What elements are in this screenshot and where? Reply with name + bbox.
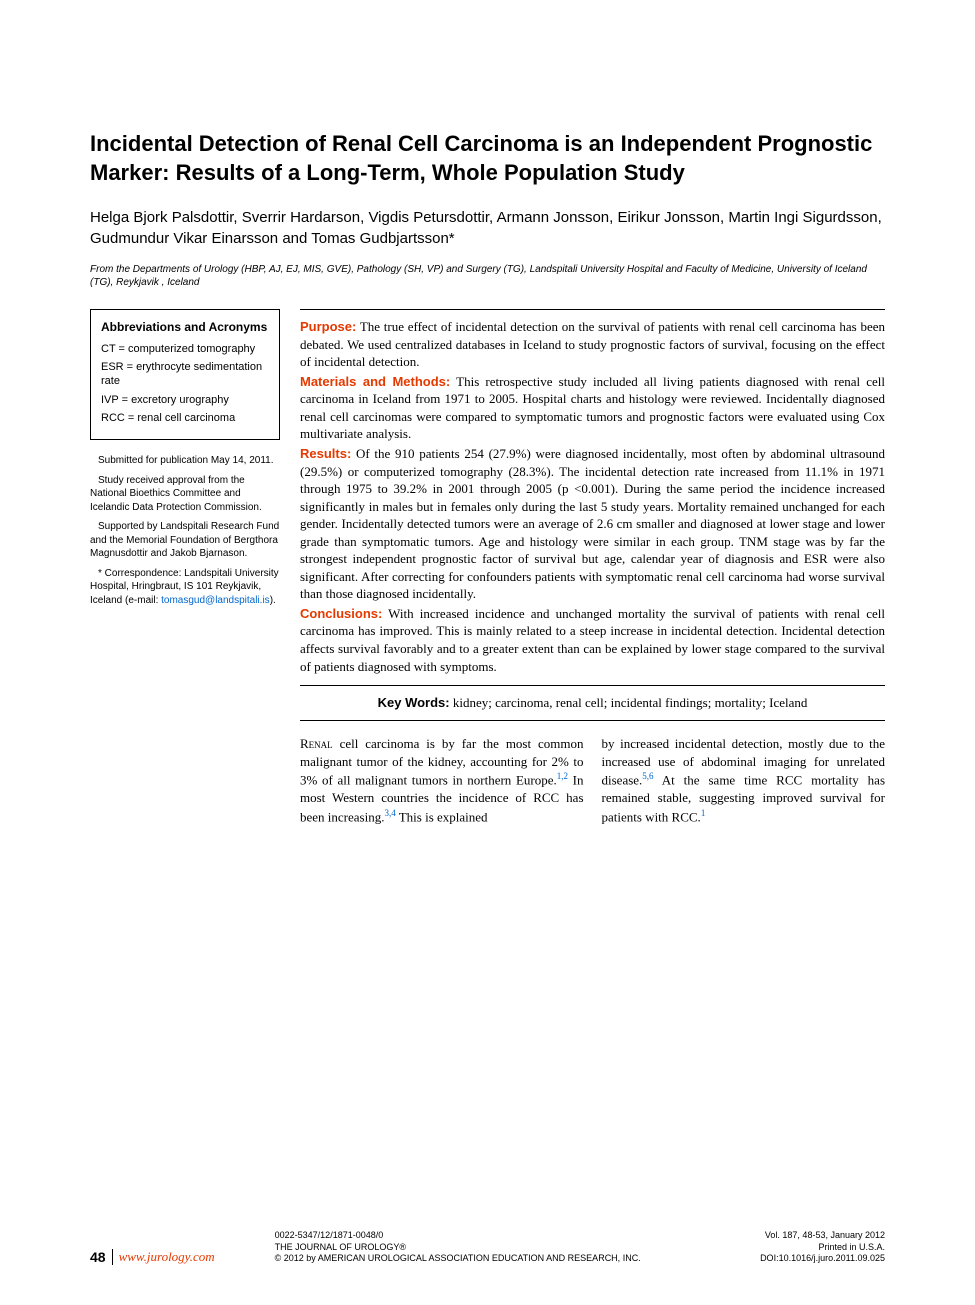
abstract-conclusions: Conclusions: With increased incidence an… bbox=[300, 605, 885, 675]
reference-link[interactable]: 3,4 bbox=[384, 808, 395, 818]
keywords-label: Key Words: bbox=[378, 695, 450, 710]
affiliation: From the Departments of Urology (HBP, AJ… bbox=[90, 263, 885, 289]
page-footer: 48 www.jurology.com 0022-5347/12/1871-00… bbox=[90, 1230, 885, 1265]
footer-right: Vol. 187, 48-53, January 2012 Printed in… bbox=[760, 1230, 885, 1265]
footer-center: 0022-5347/12/1871-0048/0 THE JOURNAL OF … bbox=[215, 1230, 760, 1265]
body-columns: Renal cell carcinoma is by far the most … bbox=[300, 735, 885, 825]
methods-label: Materials and Methods: bbox=[300, 374, 450, 389]
printed-in: Printed in U.S.A. bbox=[760, 1242, 885, 1254]
volume-info: Vol. 187, 48-53, January 2012 bbox=[760, 1230, 885, 1242]
results-text: Of the 910 patients 254 (27.9%) were dia… bbox=[300, 446, 885, 601]
abbr-item: RCC = renal cell carcinoma bbox=[101, 411, 269, 425]
body-text: This is explained bbox=[396, 809, 488, 824]
body-column-right: by increased incidental detection, mostl… bbox=[602, 735, 886, 825]
reference-link[interactable]: 1 bbox=[701, 808, 706, 818]
email-link[interactable]: tomasgud@landspitali.is bbox=[161, 595, 270, 606]
issn: 0022-5347/12/1871-0048/0 bbox=[275, 1230, 760, 1242]
abbr-item: IVP = excretory urography bbox=[101, 393, 269, 407]
page-number-box: 48 www.jurology.com bbox=[90, 1249, 215, 1265]
doi: DOI:10.1016/j.juro.2011.09.025 bbox=[760, 1253, 885, 1265]
purpose-text: The true effect of incidental detection … bbox=[300, 319, 885, 369]
abbr-item: CT = computerized tomography bbox=[101, 342, 269, 356]
correspondence-note: * Correspondence: Landspitali University… bbox=[90, 567, 280, 608]
page-number: 48 bbox=[90, 1249, 106, 1265]
abstract-purpose: Purpose: The true effect of incidental d… bbox=[300, 318, 885, 371]
conclusions-label: Conclusions: bbox=[300, 606, 382, 621]
conclusions-text: With increased incidence and unchanged m… bbox=[300, 606, 885, 674]
results-label: Results: bbox=[300, 446, 351, 461]
ethics-note: Study received approval from the Nationa… bbox=[90, 474, 280, 515]
funding-note: Supported by Landspitali Research Fund a… bbox=[90, 520, 280, 561]
purpose-label: Purpose: bbox=[300, 319, 356, 334]
abbreviations-box: Abbreviations and Acronyms CT = computer… bbox=[90, 309, 280, 440]
abstract-methods: Materials and Methods: This retrospectiv… bbox=[300, 373, 885, 443]
submission-note: Submitted for publication May 14, 2011. bbox=[90, 454, 280, 468]
correspondence-suffix: ). bbox=[270, 595, 276, 606]
authors-list: Helga Bjork Palsdottir, Sverrir Hardarso… bbox=[90, 207, 885, 249]
body-column-left: Renal cell carcinoma is by far the most … bbox=[300, 735, 584, 825]
body-lead-word: Renal bbox=[300, 736, 333, 751]
keywords-box: Key Words: kidney; carcinoma, renal cell… bbox=[300, 685, 885, 721]
sidebar: Abbreviations and Acronyms CT = computer… bbox=[90, 309, 280, 826]
copyright: © 2012 by AMERICAN UROLOGICAL ASSOCIATIO… bbox=[275, 1253, 760, 1265]
reference-link[interactable]: 5,6 bbox=[642, 771, 653, 781]
abbr-item: ESR = erythrocyte sedimentation rate bbox=[101, 360, 269, 389]
body-text: cell carcinoma is by far the most common… bbox=[300, 736, 584, 787]
abstract-results: Results: Of the 910 patients 254 (27.9%)… bbox=[300, 445, 885, 603]
divider bbox=[112, 1249, 113, 1265]
abstract: Purpose: The true effect of incidental d… bbox=[300, 309, 885, 826]
journal-url[interactable]: www.jurology.com bbox=[119, 1249, 215, 1265]
article-title: Incidental Detection of Renal Cell Carci… bbox=[90, 130, 885, 187]
journal-name: THE JOURNAL OF UROLOGY® bbox=[275, 1242, 760, 1254]
reference-link[interactable]: 1,2 bbox=[557, 771, 568, 781]
keywords-text: kidney; carcinoma, renal cell; incidenta… bbox=[450, 695, 808, 710]
abbreviations-title: Abbreviations and Acronyms bbox=[101, 320, 269, 336]
